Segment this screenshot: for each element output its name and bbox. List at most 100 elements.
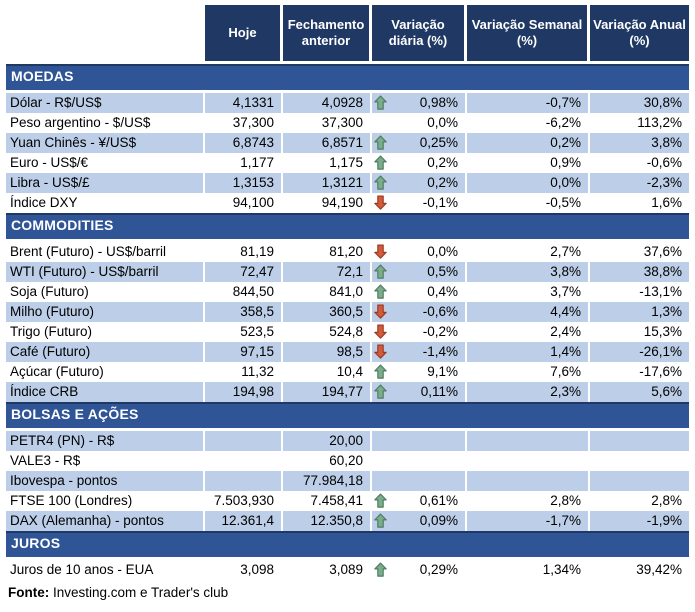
variacao-anual-cell: 39,42% bbox=[636, 562, 682, 577]
row-label-cell: DAX (Alemanha) - pontos bbox=[6, 511, 205, 531]
section-header-bar: COMMODITIES bbox=[6, 213, 689, 239]
table-section: JUROS Juros de 10 anos - EUA 3,098 3,089… bbox=[6, 531, 695, 580]
table-row: DAX (Alemanha) - pontos 12.361,4 12.350,… bbox=[6, 511, 689, 531]
fechamento-anterior-cell: 77.984,18 bbox=[283, 471, 372, 491]
row-label-cell: VALE3 - R$ bbox=[6, 451, 205, 471]
variacao-diaria-cell: 0,98% bbox=[372, 93, 467, 113]
variacao-anual-cell: 15,3% bbox=[643, 324, 682, 339]
variacao-diaria-cell: 0,29% bbox=[372, 560, 467, 580]
row-label-cell: Brent (Futuro) - US$/barril bbox=[6, 242, 205, 262]
fechamento-anterior-cell: 72,1 bbox=[283, 262, 372, 282]
section-rows: PETR4 (PN) - R$ 20,00 VALE3 - R$ 60,20 I… bbox=[6, 431, 695, 531]
variacao-semanal-cell bbox=[467, 471, 590, 491]
header-hoje: Hoje bbox=[205, 5, 283, 61]
row-label-cell: Peso argentino - $/US$ bbox=[6, 113, 205, 133]
header-variacao-anual: Variação Anual (%) bbox=[590, 5, 689, 61]
table-row: Yuan Chinês - ¥/US$ 6,8743 6,8571 0,25% … bbox=[6, 133, 689, 153]
table-row: Soja (Futuro) 844,50 841,0 0,4% 3,7% -13… bbox=[6, 282, 689, 302]
hoje-cell bbox=[205, 431, 283, 451]
hoje-cell: 12.361,4 bbox=[205, 511, 283, 531]
table-row: Café (Futuro) 97,15 98,5 -1,4% 1,4% -26,… bbox=[6, 342, 689, 362]
variacao-semanal-cell: 0,2% bbox=[467, 133, 590, 153]
table-row: Açúcar (Futuro) 11,32 10,4 9,1% 7,6% -17… bbox=[6, 362, 689, 382]
variacao-anual-cell: -2,3% bbox=[590, 173, 689, 193]
section-title: JUROS bbox=[11, 535, 61, 551]
variacao-diaria-cell bbox=[372, 471, 467, 491]
variacao-anual-cell: 38,8% bbox=[590, 262, 689, 282]
fechamento-anterior-cell: 7.458,41 bbox=[283, 491, 372, 511]
variacao-semanal-cell: 2,3% bbox=[467, 382, 590, 402]
hoje-cell: 4,1331 bbox=[205, 93, 283, 113]
section-header-bar: MOEDAS bbox=[6, 64, 689, 90]
arrow-up-icon bbox=[374, 562, 388, 578]
table-row: Euro - US$/€ 1,177 1,175 0,2% 0,9% -0,6% bbox=[6, 153, 689, 173]
arrow-up-icon bbox=[374, 264, 388, 280]
variacao-diaria-cell: -0,2% bbox=[372, 322, 467, 342]
hoje-cell: 194,98 bbox=[205, 382, 283, 402]
variacao-semanal-cell: -6,2% bbox=[467, 113, 590, 133]
hoje-cell: 358,5 bbox=[205, 302, 283, 322]
variacao-anual-cell: -0,6% bbox=[646, 155, 682, 170]
variacao-anual-cell: -1,9% bbox=[590, 511, 689, 531]
variacao-diaria-cell: 0,09% bbox=[372, 511, 467, 531]
arrow-up-icon bbox=[374, 364, 388, 380]
header-blank-cell bbox=[6, 5, 205, 61]
hoje-cell: 72,47 bbox=[205, 262, 283, 282]
table-row: Libra - US$/£ 1,3153 1,3121 0,2% 0,0% -2… bbox=[6, 173, 689, 193]
hoje-cell: 6,8743 bbox=[205, 133, 283, 153]
fechamento-anterior-cell: 20,00 bbox=[283, 431, 372, 451]
fechamento-anterior-cell: 4,0928 bbox=[283, 93, 372, 113]
variacao-diaria-cell: -0,1% bbox=[372, 193, 467, 213]
row-label-cell: WTI (Futuro) - US$/barril bbox=[6, 262, 205, 282]
fechamento-anterior-cell: 37,300 bbox=[283, 113, 372, 133]
variacao-diaria-cell: 0,61% bbox=[372, 491, 467, 511]
arrow-up-icon bbox=[374, 155, 388, 171]
variacao-anual-cell: 3,8% bbox=[590, 133, 689, 153]
variacao-semanal-cell: 3,8% bbox=[467, 262, 590, 282]
table-row: Índice CRB 194,98 194,77 0,11% 2,3% 5,6% bbox=[6, 382, 689, 402]
variacao-semanal-cell: -0,5% bbox=[467, 193, 590, 213]
variacao-diaria-cell: 0,2% bbox=[372, 153, 467, 173]
row-label-cell: Ibovespa - pontos bbox=[6, 471, 205, 491]
variacao-diaria-cell: 0,2% bbox=[372, 173, 467, 193]
hoje-cell: 523,5 bbox=[205, 322, 283, 342]
source-label: Fonte: bbox=[8, 585, 50, 600]
section-rows: Dólar - R$/US$ 4,1331 4,0928 0,98% -0,7%… bbox=[6, 93, 695, 213]
section-rows: Juros de 10 anos - EUA 3,098 3,089 0,29%… bbox=[6, 560, 695, 580]
variacao-anual-cell: 1,3% bbox=[590, 302, 689, 322]
table-body: MOEDAS Dólar - R$/US$ 4,1331 4,0928 0,98… bbox=[6, 64, 695, 580]
table-section: MOEDAS Dólar - R$/US$ 4,1331 4,0928 0,98… bbox=[6, 64, 695, 213]
row-label-cell: Euro - US$/€ bbox=[6, 153, 205, 173]
row-label-cell: Juros de 10 anos - EUA bbox=[6, 560, 205, 580]
header-variacao-diaria: Variação diária (%) bbox=[372, 5, 467, 61]
variacao-diaria-cell bbox=[372, 431, 467, 451]
variacao-anual-cell: 1,6% bbox=[651, 195, 682, 210]
variacao-anual-cell: -17,6% bbox=[639, 364, 682, 379]
fechamento-anterior-cell: 81,20 bbox=[283, 242, 372, 262]
variacao-semanal-cell: 4,4% bbox=[467, 302, 590, 322]
variacao-diaria-cell: 0,4% bbox=[372, 282, 467, 302]
table-row: PETR4 (PN) - R$ 20,00 bbox=[6, 431, 689, 451]
arrow-down-icon bbox=[374, 344, 388, 360]
variacao-semanal-cell: 7,6% bbox=[467, 362, 590, 382]
variacao-semanal-cell: 1,34% bbox=[467, 560, 590, 580]
table-header-row: Hoje Fechamento anterior Variação diária… bbox=[6, 5, 689, 61]
table-row: Peso argentino - $/US$ 37,300 37,300 0,0… bbox=[6, 113, 689, 133]
hoje-cell: 844,50 bbox=[205, 282, 283, 302]
table-section: BOLSAS E AÇÕES PETR4 (PN) - R$ 20,00 VAL… bbox=[6, 402, 695, 531]
fechamento-anterior-cell: 3,089 bbox=[283, 560, 372, 580]
arrow-up-icon bbox=[374, 493, 388, 509]
hoje-cell: 7.503,930 bbox=[205, 491, 283, 511]
table-row: WTI (Futuro) - US$/barril 72,47 72,1 0,5… bbox=[6, 262, 689, 282]
variacao-diaria-cell: 0,0% bbox=[372, 242, 467, 262]
table-row: Juros de 10 anos - EUA 3,098 3,089 0,29%… bbox=[6, 560, 689, 580]
fechamento-anterior-cell: 524,8 bbox=[283, 322, 372, 342]
variacao-diaria-cell bbox=[372, 451, 467, 471]
variacao-anual-cell: 2,8% bbox=[651, 493, 682, 508]
fechamento-anterior-cell: 1,3121 bbox=[283, 173, 372, 193]
section-title: BOLSAS E AÇÕES bbox=[11, 406, 139, 422]
variacao-anual-cell: -26,1% bbox=[590, 342, 689, 362]
hoje-cell: 11,32 bbox=[205, 362, 283, 382]
section-rows: Brent (Futuro) - US$/barril 81,19 81,20 … bbox=[6, 242, 695, 402]
table-row: Dólar - R$/US$ 4,1331 4,0928 0,98% -0,7%… bbox=[6, 93, 689, 113]
